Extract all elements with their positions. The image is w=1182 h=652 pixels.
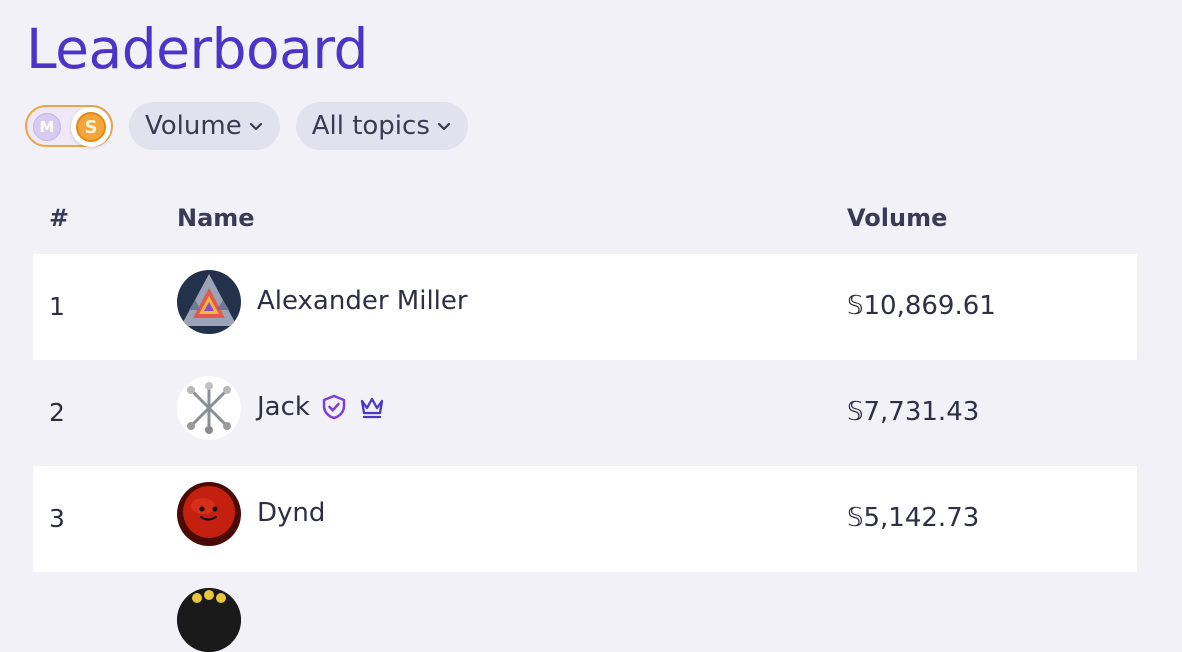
chevron-down-icon	[437, 122, 450, 131]
avatar[interactable]	[177, 588, 241, 652]
toolbar: M S Volume All topics	[25, 102, 468, 150]
table-row: 2 Jack 𝕊7,731.43	[33, 360, 1137, 466]
user-name: Alexander Miller	[257, 286, 468, 316]
table-row: 1 Alexander Miller 𝕊10,869.61	[33, 254, 1137, 360]
mana-coin-icon: M	[33, 113, 61, 141]
crown-icon	[360, 397, 384, 419]
avatar[interactable]	[177, 270, 241, 334]
volume-cell: 𝕊10,869.61	[847, 291, 996, 321]
user-name-link[interactable]: Dynd	[257, 498, 325, 528]
chevron-down-icon	[249, 122, 262, 131]
table-header: # Name Volume	[0, 196, 1182, 242]
table-row: 3 Dynd 𝕊5,142.73	[33, 466, 1137, 572]
verified-shield-icon	[322, 394, 346, 420]
name-column-header: Name	[177, 204, 255, 232]
volume-cell: 𝕊7,731.43	[847, 397, 980, 427]
sweepcash-coin-knob: S	[71, 107, 111, 147]
rank-column-header: #	[49, 204, 70, 232]
topic-dropdown[interactable]: All topics	[295, 102, 468, 150]
avatar[interactable]	[177, 376, 241, 440]
user-name-link[interactable]: Jack	[257, 392, 386, 422]
sort-dropdown-label: Volume	[145, 111, 242, 141]
page-title: Leaderboard	[26, 17, 368, 81]
rank-cell: 1	[49, 292, 65, 321]
rank-cell: 3	[49, 504, 65, 533]
currency-toggle[interactable]: M S	[25, 105, 113, 147]
volume-cell: 𝕊5,142.73	[847, 503, 980, 533]
avatar[interactable]	[177, 482, 241, 546]
volume-column-header[interactable]: Volume	[847, 204, 948, 232]
rank-cell: 2	[49, 398, 65, 427]
user-name: Dynd	[257, 498, 326, 528]
user-name: Jack	[257, 392, 310, 422]
sweepcash-coin-icon: S	[76, 112, 106, 142]
user-name-link[interactable]: Alexander Miller	[257, 286, 468, 316]
sort-dropdown[interactable]: Volume	[129, 102, 280, 150]
topic-dropdown-label: All topics	[311, 111, 430, 141]
